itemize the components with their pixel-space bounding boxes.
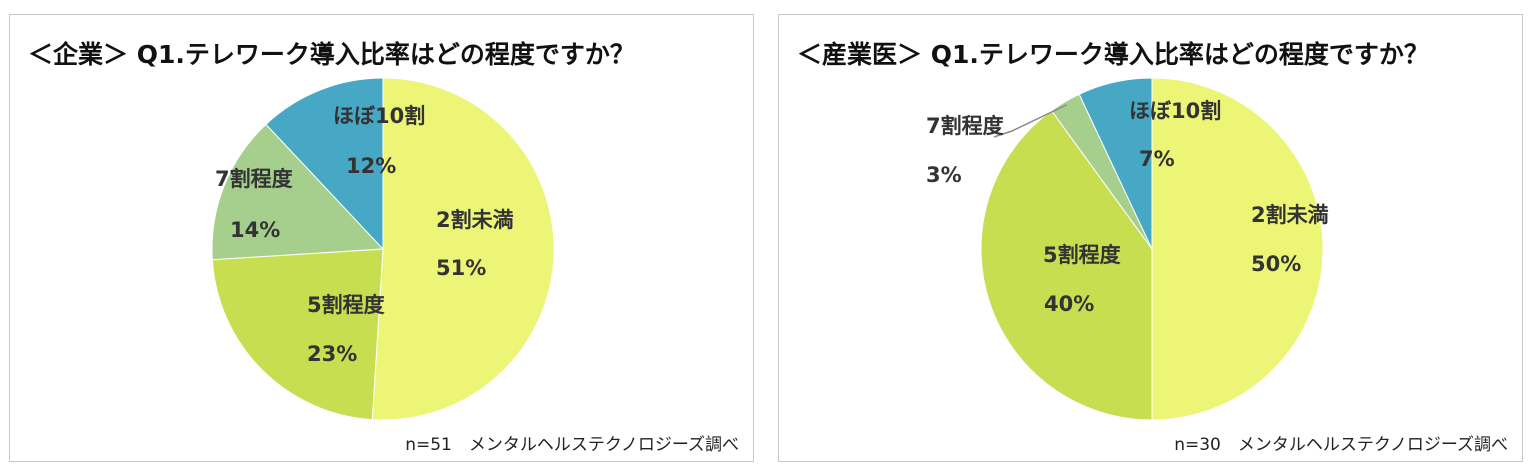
pie-slice-3 bbox=[211, 123, 385, 261]
pie-slice-4 bbox=[1078, 77, 1153, 250]
slice-name-label: ほぼ10割 bbox=[333, 104, 425, 128]
slice-name-label: 5割程度 bbox=[307, 293, 385, 317]
slice-value-label: 51% bbox=[436, 256, 486, 280]
chart-source-note: n=51 メンタルヘルステクノロジーズ調べ bbox=[405, 435, 739, 455]
pie-slice-2 bbox=[980, 109, 1153, 421]
slice-value-label: 12% bbox=[346, 154, 396, 178]
pie-chart: 2割未満 51% 5割程度 23% 7割程度 14% ほぼ10割 12% bbox=[211, 77, 555, 421]
slice-name-label: 2割未満 bbox=[1251, 203, 1329, 227]
slice-value-label: 14% bbox=[230, 218, 280, 242]
slice-value-label: 23% bbox=[307, 342, 357, 366]
pie-slice-1 bbox=[1151, 77, 1324, 421]
slice-value-label: 50% bbox=[1251, 252, 1301, 276]
pie-slice-4 bbox=[265, 77, 384, 251]
pie-slice-2 bbox=[211, 248, 384, 421]
pie-chart: 2割未満 50% 5割程度 40% 7割程度 3% ほぼ10割 7% bbox=[926, 77, 1329, 421]
slice-name-label: 5割程度 bbox=[1043, 243, 1121, 267]
chart-source-note: n=30 メンタルヘルステクノロジーズ調べ bbox=[1174, 435, 1508, 455]
chart-panel-industrial-doctor: ＜産業医＞ Q1.テレワーク導入比率はどの程度ですか？ 2割未満 50% 5割程度 4… bbox=[778, 14, 1523, 462]
chart-panel-company: ＜企業＞ Q1.テレワーク導入比率はどの程度ですか？ 2割未満 51% 5割程度 23… bbox=[9, 14, 754, 462]
slice-value-label: 3% bbox=[926, 163, 962, 187]
slice-name-label: 7割程度 bbox=[215, 167, 293, 191]
pie-slice-1 bbox=[371, 77, 555, 421]
slice-name-label: ほぼ10割 bbox=[1129, 99, 1221, 123]
leader-line bbox=[993, 104, 1068, 138]
slice-value-label: 7% bbox=[1139, 147, 1175, 171]
slice-name-label: 2割未満 bbox=[436, 208, 514, 232]
chart-title: ＜企業＞ Q1.テレワーク導入比率はどの程度ですか？ bbox=[28, 40, 635, 69]
slice-value-label: 40% bbox=[1044, 292, 1094, 316]
chart-title: ＜産業医＞ Q1.テレワーク導入比率はどの程度ですか？ bbox=[797, 40, 1429, 69]
slice-name-label: 7割程度 bbox=[926, 114, 1004, 138]
